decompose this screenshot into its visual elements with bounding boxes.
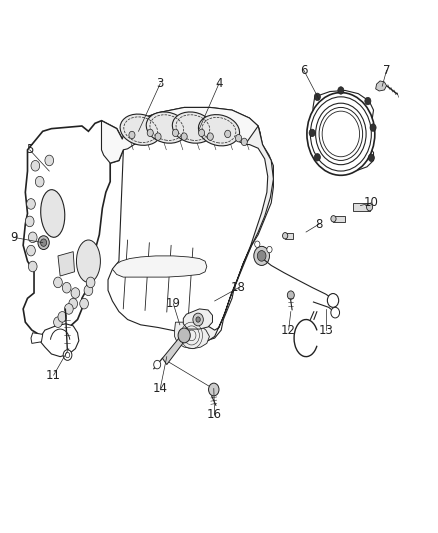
- Polygon shape: [41, 324, 79, 357]
- Circle shape: [181, 133, 187, 140]
- Circle shape: [196, 317, 200, 322]
- Circle shape: [316, 103, 366, 165]
- Circle shape: [287, 291, 294, 300]
- Polygon shape: [333, 216, 345, 222]
- Circle shape: [53, 277, 62, 288]
- Circle shape: [254, 246, 269, 265]
- Circle shape: [327, 294, 339, 308]
- Circle shape: [58, 312, 67, 322]
- Polygon shape: [353, 204, 370, 211]
- Circle shape: [331, 308, 339, 318]
- Polygon shape: [58, 252, 74, 276]
- Circle shape: [207, 133, 213, 140]
- Circle shape: [322, 111, 360, 157]
- Circle shape: [53, 317, 62, 327]
- Circle shape: [307, 93, 375, 175]
- Circle shape: [193, 313, 203, 326]
- Polygon shape: [184, 309, 212, 329]
- Circle shape: [236, 134, 242, 142]
- Circle shape: [27, 245, 35, 256]
- Polygon shape: [311, 91, 374, 171]
- Text: 14: 14: [153, 382, 168, 395]
- Circle shape: [41, 239, 47, 246]
- Circle shape: [86, 277, 95, 288]
- Circle shape: [62, 282, 71, 293]
- Circle shape: [368, 154, 374, 161]
- Text: 5: 5: [26, 143, 33, 156]
- Polygon shape: [31, 333, 43, 343]
- Text: 11: 11: [46, 369, 61, 382]
- Text: 3: 3: [156, 77, 164, 90]
- Circle shape: [31, 160, 40, 171]
- Circle shape: [331, 216, 336, 222]
- Text: 6: 6: [300, 64, 307, 77]
- Polygon shape: [108, 108, 273, 341]
- Ellipse shape: [41, 190, 65, 237]
- Polygon shape: [23, 120, 123, 335]
- Circle shape: [38, 236, 49, 249]
- Circle shape: [155, 133, 161, 140]
- Text: 7: 7: [383, 64, 390, 77]
- Text: 4: 4: [215, 77, 223, 90]
- Circle shape: [254, 241, 260, 247]
- Circle shape: [241, 138, 247, 146]
- Circle shape: [370, 124, 376, 131]
- Circle shape: [338, 87, 344, 94]
- Circle shape: [147, 129, 153, 136]
- Circle shape: [129, 131, 135, 139]
- Circle shape: [367, 204, 373, 211]
- Circle shape: [27, 199, 35, 209]
- Polygon shape: [376, 81, 387, 91]
- Text: 19: 19: [166, 297, 181, 310]
- Circle shape: [71, 288, 80, 298]
- Text: 8: 8: [315, 217, 323, 231]
- Circle shape: [173, 129, 179, 136]
- Ellipse shape: [77, 240, 100, 282]
- Circle shape: [257, 251, 266, 261]
- Circle shape: [314, 93, 321, 101]
- Circle shape: [208, 383, 219, 396]
- Circle shape: [45, 155, 53, 166]
- Circle shape: [64, 304, 73, 314]
- Ellipse shape: [172, 112, 213, 143]
- Polygon shape: [162, 334, 187, 365]
- Circle shape: [84, 285, 93, 296]
- Circle shape: [28, 261, 37, 272]
- Circle shape: [154, 360, 161, 369]
- Text: 16: 16: [207, 408, 222, 422]
- Circle shape: [25, 216, 34, 227]
- Circle shape: [365, 98, 371, 105]
- Polygon shape: [102, 108, 260, 163]
- Circle shape: [314, 154, 321, 161]
- Circle shape: [283, 232, 288, 239]
- Circle shape: [225, 130, 231, 138]
- Ellipse shape: [198, 115, 240, 146]
- Polygon shape: [113, 256, 207, 277]
- Text: 13: 13: [318, 324, 333, 337]
- Circle shape: [65, 352, 70, 358]
- Circle shape: [69, 298, 78, 309]
- Circle shape: [309, 129, 315, 136]
- Text: 9: 9: [10, 231, 18, 244]
- Polygon shape: [285, 232, 293, 239]
- Circle shape: [35, 176, 44, 187]
- Circle shape: [80, 298, 88, 309]
- Polygon shape: [197, 126, 273, 341]
- Circle shape: [63, 350, 72, 360]
- Polygon shape: [175, 322, 209, 349]
- Circle shape: [28, 232, 37, 243]
- Circle shape: [198, 129, 205, 136]
- Text: 10: 10: [364, 196, 379, 209]
- Circle shape: [178, 328, 190, 343]
- Circle shape: [267, 246, 272, 253]
- Text: 12: 12: [281, 324, 296, 337]
- Text: 18: 18: [231, 281, 246, 294]
- Ellipse shape: [120, 114, 161, 146]
- Ellipse shape: [146, 112, 187, 143]
